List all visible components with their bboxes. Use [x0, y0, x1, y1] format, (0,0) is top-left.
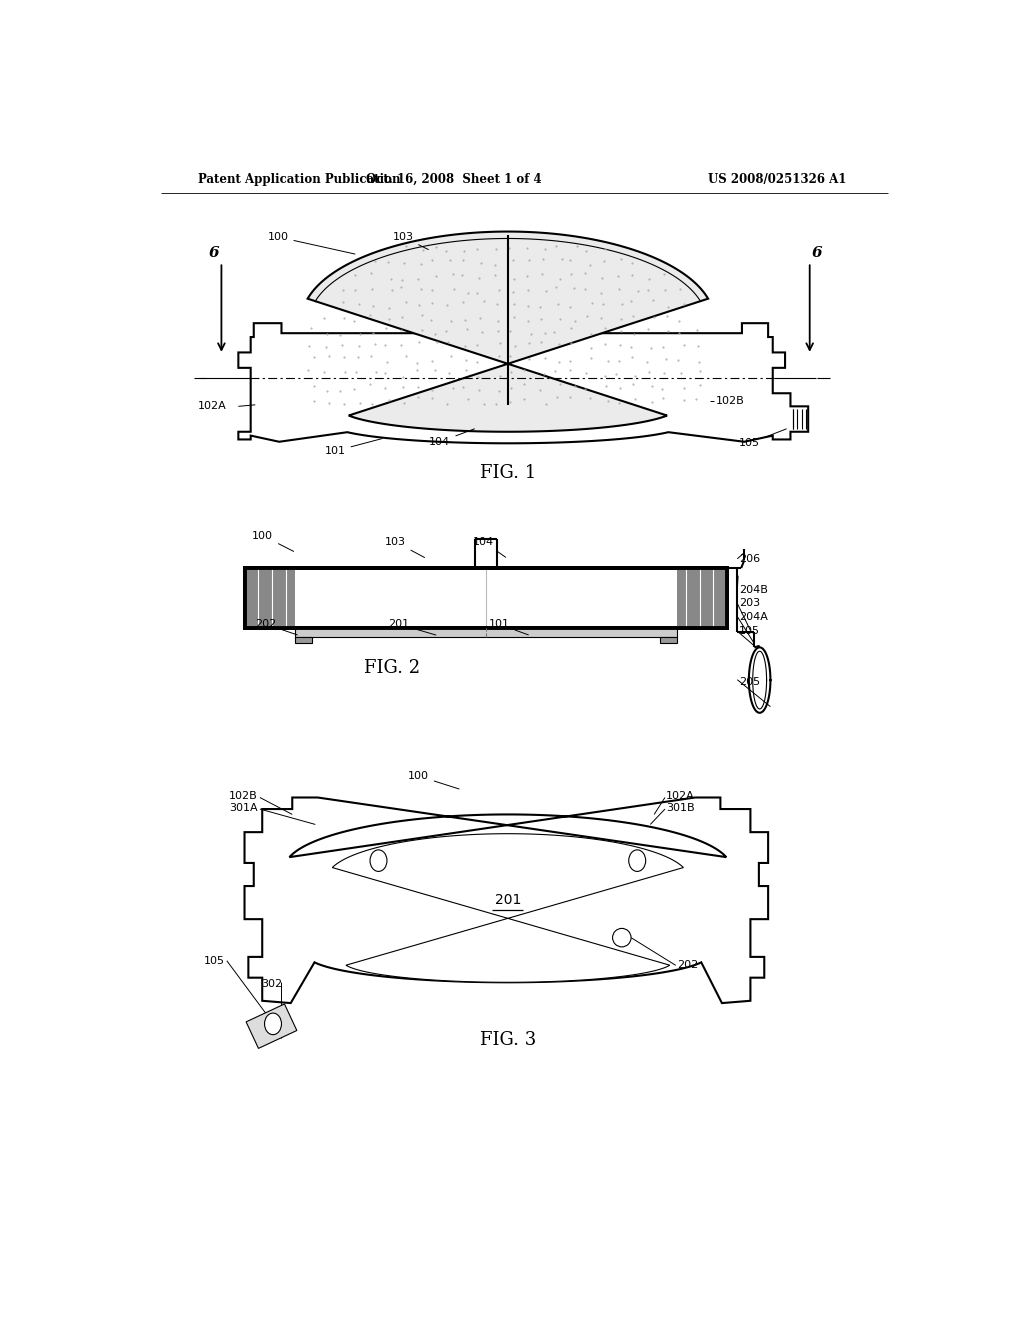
Text: 102A: 102A: [199, 401, 227, 412]
Text: 102B: 102B: [716, 396, 744, 407]
Bar: [295, 628, 677, 638]
Ellipse shape: [629, 850, 646, 871]
Polygon shape: [332, 834, 683, 982]
Text: 204A: 204A: [739, 611, 768, 622]
Text: 206: 206: [739, 554, 760, 564]
Text: Oct. 16, 2008  Sheet 1 of 4: Oct. 16, 2008 Sheet 1 of 4: [367, 173, 542, 186]
Text: 102A: 102A: [666, 791, 694, 801]
Text: 105: 105: [739, 626, 760, 636]
Text: 101: 101: [325, 438, 382, 455]
Bar: [245, 568, 295, 628]
Text: 104: 104: [473, 537, 506, 557]
Text: 204B: 204B: [739, 585, 768, 594]
Bar: [245, 568, 727, 628]
Text: 203: 203: [739, 598, 760, 609]
Bar: [245, 568, 727, 628]
Text: 103: 103: [385, 537, 425, 557]
Text: 201: 201: [495, 892, 521, 907]
Text: 6: 6: [812, 246, 822, 260]
Text: 105: 105: [204, 956, 224, 966]
Ellipse shape: [370, 850, 387, 871]
Text: FIG. 2: FIG. 2: [365, 659, 421, 677]
Text: 100: 100: [252, 531, 294, 552]
Text: FIG. 1: FIG. 1: [479, 463, 536, 482]
Ellipse shape: [264, 1014, 282, 1035]
Text: 100: 100: [267, 232, 355, 253]
Text: 105: 105: [739, 429, 786, 449]
Text: 202: 202: [677, 961, 698, 970]
Text: 205: 205: [739, 677, 760, 686]
Text: 201: 201: [388, 619, 436, 635]
Text: Patent Application Publication: Patent Application Publication: [199, 173, 400, 186]
Bar: [660, 638, 677, 643]
Text: US 2008/0251326 A1: US 2008/0251326 A1: [708, 173, 847, 186]
Text: 101: 101: [488, 619, 528, 635]
Text: 302: 302: [261, 979, 283, 989]
Polygon shape: [307, 231, 708, 432]
Polygon shape: [239, 323, 808, 444]
Text: 202: 202: [255, 619, 297, 635]
Polygon shape: [246, 1005, 297, 1048]
Text: 301A: 301A: [229, 803, 258, 813]
Bar: [295, 638, 311, 643]
Text: 301B: 301B: [666, 803, 694, 813]
Text: 104: 104: [429, 429, 474, 446]
Text: 102B: 102B: [229, 791, 258, 801]
Bar: [677, 568, 727, 628]
Polygon shape: [245, 797, 768, 1003]
Circle shape: [612, 928, 631, 946]
Text: 100: 100: [408, 771, 459, 789]
Text: 103: 103: [392, 232, 428, 249]
Text: FIG. 3: FIG. 3: [479, 1031, 536, 1049]
Text: 6: 6: [209, 246, 219, 260]
